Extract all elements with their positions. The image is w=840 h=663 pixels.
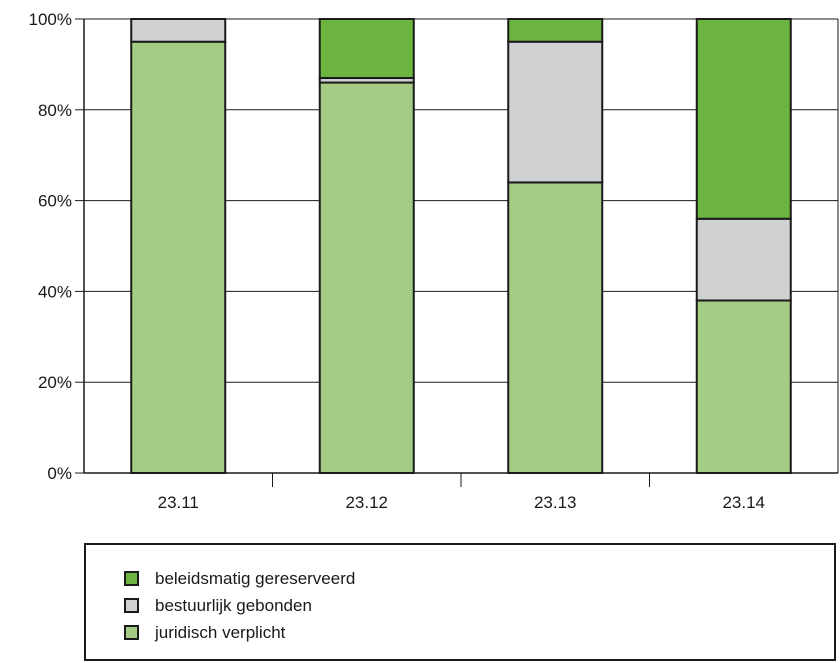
bar-segment: [318, 81, 415, 474]
y-tick-label: 0%: [47, 464, 72, 483]
legend-swatch: [124, 598, 139, 613]
bar-segment: [130, 40, 227, 474]
bar-segment: [695, 217, 792, 302]
bar-segment: [507, 40, 604, 184]
x-tick-label: 23.12: [345, 493, 388, 512]
y-tick-label: 20%: [38, 373, 72, 392]
bar-segment: [507, 18, 604, 43]
legend-item-bestuurlijk-gebonden: bestuurlijk gebonden: [124, 592, 355, 619]
stacked-bar-chart: 0% 20% 40% 60% 80% 100% 23.11 23.12 23.13 23.14: [29, 10, 839, 512]
y-tick-label: 40%: [38, 282, 72, 301]
bar-segment: [695, 299, 792, 475]
bar-segment: [130, 18, 227, 43]
legend-label: bestuurlijk gebonden: [155, 595, 312, 615]
y-tick-label: 60%: [38, 192, 72, 211]
legend-item-beleidsmatig-gereserveerd: beleidsmatig gereserveerd: [124, 565, 355, 592]
bar-segment: [318, 18, 415, 80]
x-tick-label: 23.11: [158, 493, 199, 512]
legend-item-juridisch-verplicht: juridisch verplicht: [124, 619, 355, 646]
x-tick-label: 23.14: [722, 493, 765, 512]
chart-legend: beleidsmatig gereserveerd bestuurlijk ge…: [84, 543, 836, 661]
legend-swatch: [124, 571, 139, 586]
legend-label: beleidsmatig gereserveerd: [155, 568, 356, 588]
legend-swatch: [124, 625, 139, 640]
bar-segment: [695, 18, 792, 220]
bar-segment: [507, 181, 604, 474]
legend-label: juridisch verplicht: [155, 622, 286, 642]
y-tick-label: 100%: [29, 10, 72, 29]
y-tick-label: 80%: [38, 101, 72, 120]
legend-list: beleidsmatig gereserveerd bestuurlijk ge…: [124, 565, 355, 646]
x-tick-label: 23.13: [534, 493, 577, 512]
